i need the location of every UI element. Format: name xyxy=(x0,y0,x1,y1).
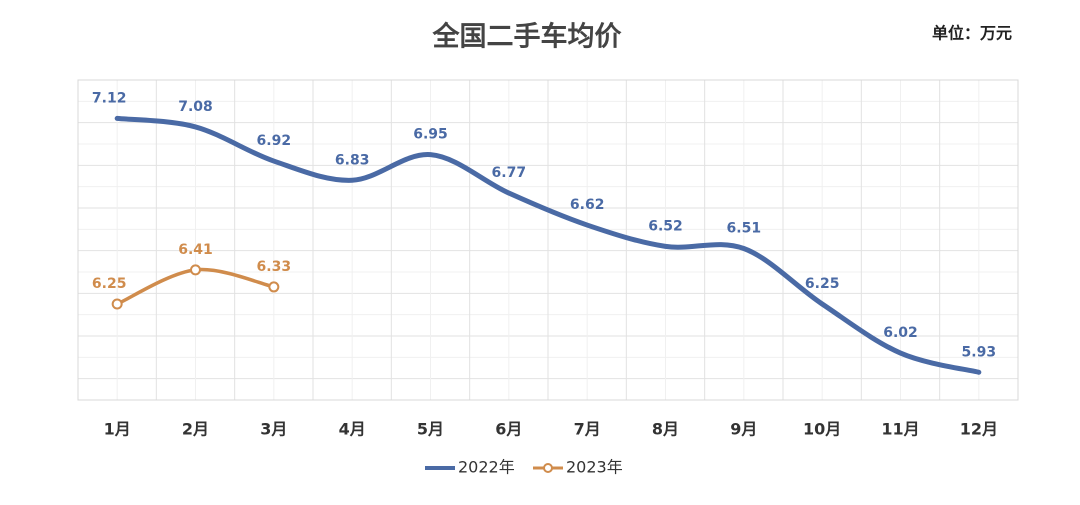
data-label: 6.33 xyxy=(257,259,292,275)
x-tick-label: 7月 xyxy=(574,420,601,439)
data-label: 6.02 xyxy=(883,325,918,341)
x-tick-label: 11月 xyxy=(881,420,919,439)
data-label: 6.77 xyxy=(492,165,527,181)
x-tick-label: 12月 xyxy=(960,420,998,439)
x-tick-label: 5月 xyxy=(417,420,444,439)
data-label: 7.08 xyxy=(178,99,213,115)
data-label: 5.93 xyxy=(962,344,997,360)
x-tick-label: 6月 xyxy=(495,420,522,439)
chart-title: 全国二手车均价 xyxy=(432,21,623,53)
data-label: 6.95 xyxy=(413,127,448,143)
point-marker xyxy=(268,281,280,293)
x-tick-label: 10月 xyxy=(803,420,841,439)
data-label: 6.51 xyxy=(727,221,762,237)
data-label: 6.52 xyxy=(648,218,683,234)
data-label: 6.41 xyxy=(178,242,213,258)
x-tick-label: 2月 xyxy=(182,420,209,439)
data-label: 6.83 xyxy=(335,152,370,168)
plot-border xyxy=(77,79,1019,401)
legend-marker xyxy=(543,463,553,473)
data-label: 6.25 xyxy=(92,276,127,292)
x-tick-label: 9月 xyxy=(730,420,757,439)
x-tick-label: 4月 xyxy=(339,420,366,439)
x-tick-label: 1月 xyxy=(104,420,131,439)
unit-note: 单位：万元 xyxy=(932,24,1012,43)
point-marker xyxy=(111,298,123,310)
point-marker xyxy=(190,264,201,276)
x-tick-label: 8月 xyxy=(652,420,679,439)
data-label: 6.62 xyxy=(570,197,605,213)
data-label: 6.92 xyxy=(257,133,292,149)
x-tick-label: 3月 xyxy=(260,420,287,439)
series-line xyxy=(114,115,982,375)
data-label: 7.12 xyxy=(92,90,127,106)
legend-label: 2023年 xyxy=(566,458,623,477)
legend-label: 2022年 xyxy=(458,458,515,477)
data-label: 6.25 xyxy=(805,276,840,292)
